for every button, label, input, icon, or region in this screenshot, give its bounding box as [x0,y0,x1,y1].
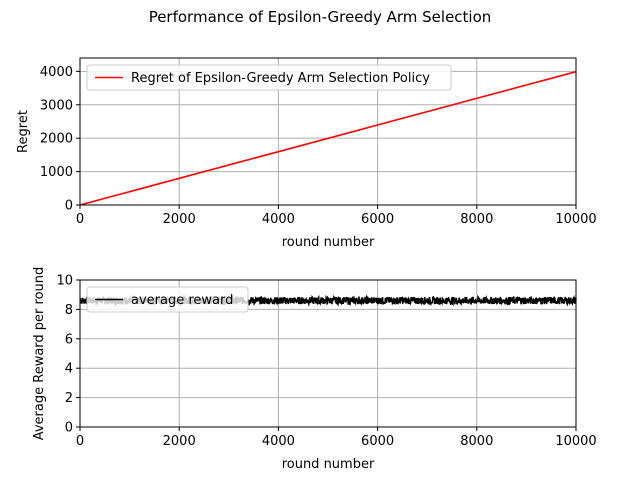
x-tick-label: 10000 [555,212,596,227]
y-axis-label: Average Reward per round [32,267,47,441]
y-tick-label: 10 [56,274,73,289]
y-tick-label: 4000 [40,65,73,80]
x-tick-label: 10000 [555,434,596,449]
x-tick-label: 8000 [460,434,493,449]
y-tick-label: 8 [65,303,73,318]
x-tick-label: 6000 [361,212,394,227]
legend-label: Regret of Epsilon-Greedy Arm Selection P… [131,71,430,86]
x-axis-label: round number [282,457,375,472]
average-reward-subplot: 0 2000 4000 6000 8000 10000 0 2 4 6 8 10 round numbe… [32,267,597,472]
x-tick-label: 0 [76,212,84,227]
y-tick-label: 0 [65,421,73,436]
y-tick-label: 2000 [40,132,73,147]
legend-box [86,286,249,313]
x-tick-label: 4000 [262,434,295,449]
y-tick-label: 6 [65,332,73,347]
y-tick-label: 4 [65,362,73,377]
axes-frame [79,57,577,206]
y-tick-label: 0 [65,199,73,214]
regret-subplot: 0 2000 4000 6000 8000 10000 0 1000 2000 3000 4000 r… [16,57,597,250]
y-tick-label: 2 [65,391,73,406]
axes-frame [79,279,577,428]
x-tick-label: 8000 [460,212,493,227]
legend-label: average reward [131,293,233,308]
figure-title: Performance of Epsilon-Greedy Arm Select… [149,8,492,26]
y-axis-label: Regret [16,110,31,153]
x-tick-label: 2000 [163,434,196,449]
legend-box [86,64,452,91]
y-tick-label: 1000 [40,165,73,180]
x-tick-label: 6000 [361,434,394,449]
x-axis-label: round number [282,235,375,250]
x-tick-label: 0 [76,434,84,449]
y-tick-label: 3000 [40,98,73,113]
x-tick-label: 4000 [262,212,295,227]
x-tick-label: 2000 [163,212,196,227]
regret-line [79,70,577,206]
